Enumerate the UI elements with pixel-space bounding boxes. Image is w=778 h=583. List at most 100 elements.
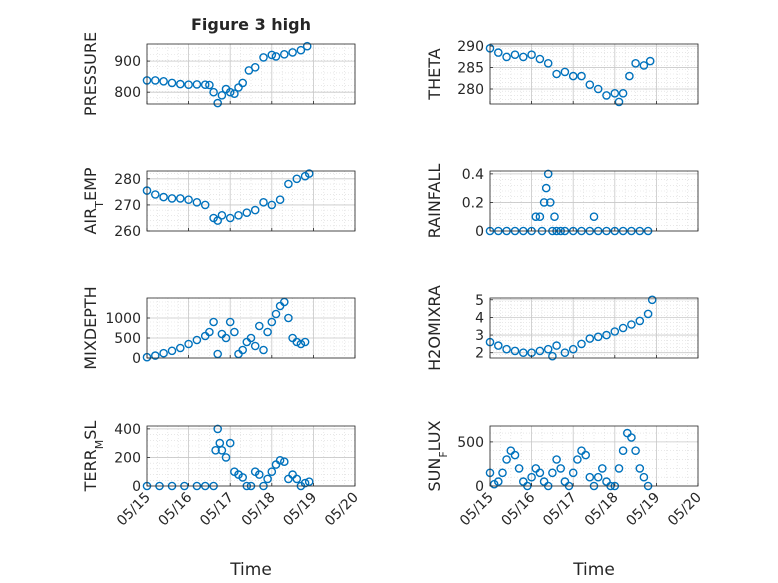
y-axis-label: H2OMIXRA bbox=[425, 285, 444, 371]
data-point bbox=[238, 473, 247, 482]
data-point bbox=[304, 169, 314, 178]
data-point bbox=[254, 470, 264, 479]
data-point bbox=[230, 89, 239, 98]
data-point bbox=[543, 344, 553, 354]
data-point bbox=[625, 71, 634, 81]
data-point bbox=[627, 433, 636, 442]
data-point bbox=[493, 341, 503, 350]
data-point bbox=[519, 348, 528, 358]
data-point bbox=[543, 59, 553, 68]
figure-title: Figure 3 high bbox=[191, 15, 311, 34]
data-point bbox=[246, 333, 256, 343]
data-point bbox=[211, 445, 220, 455]
data-point bbox=[279, 457, 289, 467]
data-point bbox=[267, 50, 277, 60]
data-point bbox=[250, 63, 260, 72]
subplot-3: 260 270 280 AIRTEMP bbox=[81, 167, 356, 240]
subplot-7: 0 200 400 05/15 05/16 05/17 05/18 05/19 05/20 TER… bbox=[81, 421, 362, 530]
data-point bbox=[209, 87, 218, 97]
data-point bbox=[548, 351, 557, 361]
data-point bbox=[647, 295, 657, 305]
data-point bbox=[225, 87, 235, 97]
data-point bbox=[275, 455, 285, 465]
data-point bbox=[259, 53, 268, 62]
data-point bbox=[535, 212, 545, 221]
subplot-4: 0 0.2 0.4 RAINFALL bbox=[425, 164, 699, 240]
data-point bbox=[259, 345, 268, 355]
x-tick-label: 05/19 bbox=[623, 490, 663, 530]
axes-box bbox=[146, 297, 356, 359]
data-point bbox=[585, 80, 595, 89]
data-point bbox=[217, 91, 227, 100]
data-point bbox=[271, 52, 281, 61]
data-point bbox=[225, 213, 235, 223]
y-tick-label: 290 bbox=[457, 39, 484, 55]
data-point bbox=[593, 332, 603, 342]
data-point bbox=[535, 346, 545, 356]
y-axis-label: RAINFALL bbox=[425, 164, 444, 239]
data-point bbox=[167, 78, 177, 88]
y-tick-label: 0.4 bbox=[462, 167, 484, 183]
data-point bbox=[263, 327, 272, 337]
x-tick-label: 05/19 bbox=[280, 490, 320, 530]
x-axis-label-left: Time bbox=[229, 560, 272, 580]
y-axis-label: PRESSURE bbox=[81, 32, 100, 116]
data-point bbox=[200, 200, 210, 210]
data-point bbox=[267, 317, 277, 327]
data-point bbox=[618, 89, 628, 98]
data-point bbox=[614, 97, 624, 107]
y-tick-label: 4 bbox=[475, 310, 484, 326]
subplot-1: 800 900 PRESSURE bbox=[81, 32, 356, 116]
data-point bbox=[635, 316, 645, 326]
data-point bbox=[610, 327, 620, 336]
data-point bbox=[577, 339, 586, 349]
data-point bbox=[213, 424, 222, 434]
data-point bbox=[217, 210, 227, 220]
data-point bbox=[288, 48, 297, 57]
data-point bbox=[552, 341, 561, 350]
data-point bbox=[493, 48, 503, 57]
data-point bbox=[242, 208, 252, 217]
y-axis-label: AIRTEMP bbox=[81, 167, 106, 234]
data-point bbox=[159, 348, 168, 358]
data-point bbox=[610, 89, 620, 98]
data-point bbox=[300, 337, 310, 347]
data-point bbox=[548, 468, 557, 478]
data-point bbox=[531, 212, 541, 221]
data-point bbox=[292, 337, 302, 347]
y-tick-label: 270 bbox=[114, 198, 141, 214]
data-point bbox=[217, 445, 227, 455]
data-point bbox=[200, 80, 210, 89]
x-tick-label: 05/20 bbox=[665, 490, 705, 530]
axes-box bbox=[489, 297, 699, 359]
y-tick-label: 0.2 bbox=[462, 195, 484, 211]
y-tick-label: 1000 bbox=[105, 311, 141, 327]
y-tick-label: 200 bbox=[114, 450, 141, 466]
data-point bbox=[614, 464, 624, 473]
data-point bbox=[175, 194, 185, 203]
x-tick-label: 05/15 bbox=[457, 490, 497, 530]
axes-box bbox=[489, 170, 699, 232]
data-point bbox=[300, 478, 310, 488]
data-point bbox=[502, 52, 511, 62]
data-point bbox=[263, 474, 272, 484]
y-axis-label: SUNFLUX bbox=[425, 420, 450, 491]
axes-box bbox=[146, 425, 356, 487]
data-point bbox=[598, 464, 607, 473]
data-point bbox=[150, 76, 160, 85]
data-point bbox=[556, 464, 566, 473]
y-tick-label: 400 bbox=[114, 422, 141, 438]
data-point bbox=[560, 348, 570, 358]
y-tick-label: 5 bbox=[475, 293, 484, 309]
data-point bbox=[225, 317, 235, 327]
data-point bbox=[267, 200, 277, 210]
y-tick-label: 280 bbox=[457, 82, 484, 98]
x-tick-label: 05/17 bbox=[540, 490, 580, 530]
data-point bbox=[593, 472, 603, 482]
data-point bbox=[498, 468, 507, 478]
data-point bbox=[292, 474, 302, 484]
data-point bbox=[221, 453, 231, 462]
data-point bbox=[502, 455, 511, 464]
data-point bbox=[514, 464, 524, 473]
data-point bbox=[184, 195, 193, 204]
